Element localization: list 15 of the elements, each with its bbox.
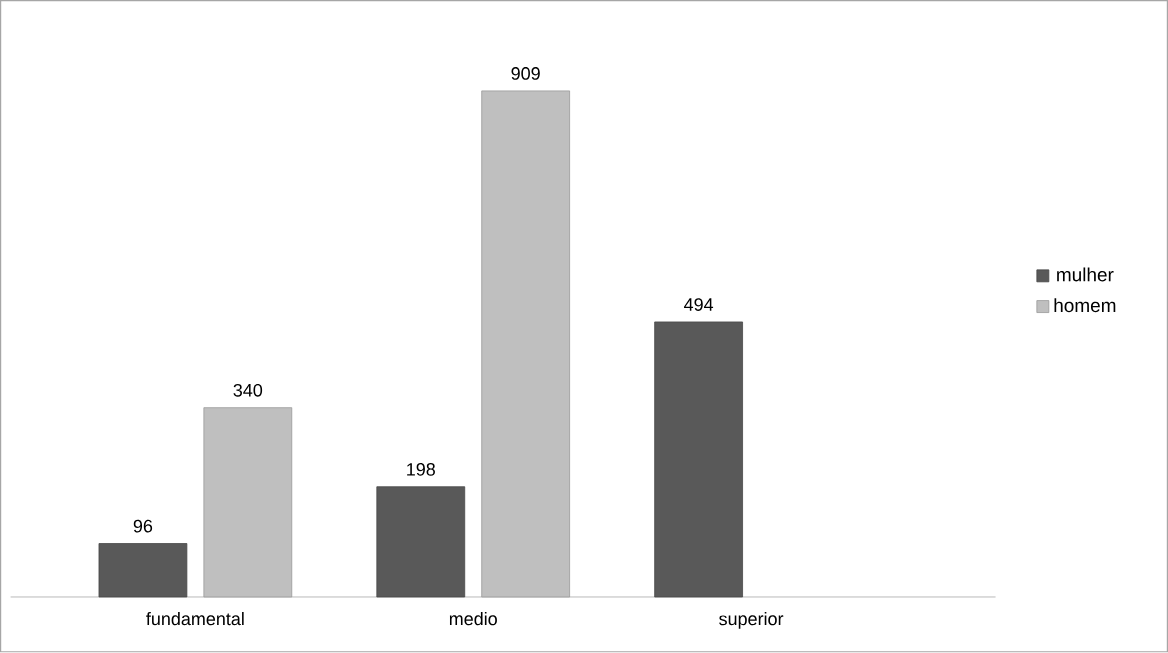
bar [98, 543, 188, 598]
data-label: 909 [511, 67, 540, 81]
x-tick-label: medio [449, 612, 497, 626]
legend-label: mulher [1057, 267, 1114, 282]
legend-label: homem [1054, 298, 1116, 313]
bar [376, 486, 466, 598]
x-tick-label: superior [719, 612, 784, 630]
data-label: 340 [233, 384, 263, 397]
data-label: 96 [133, 519, 153, 533]
bar [481, 90, 571, 598]
x-tick-label: fundamental [146, 612, 244, 626]
data-label: 494 [684, 298, 714, 312]
data-label: 198 [407, 463, 435, 476]
bar [203, 407, 293, 598]
bar [654, 321, 743, 598]
